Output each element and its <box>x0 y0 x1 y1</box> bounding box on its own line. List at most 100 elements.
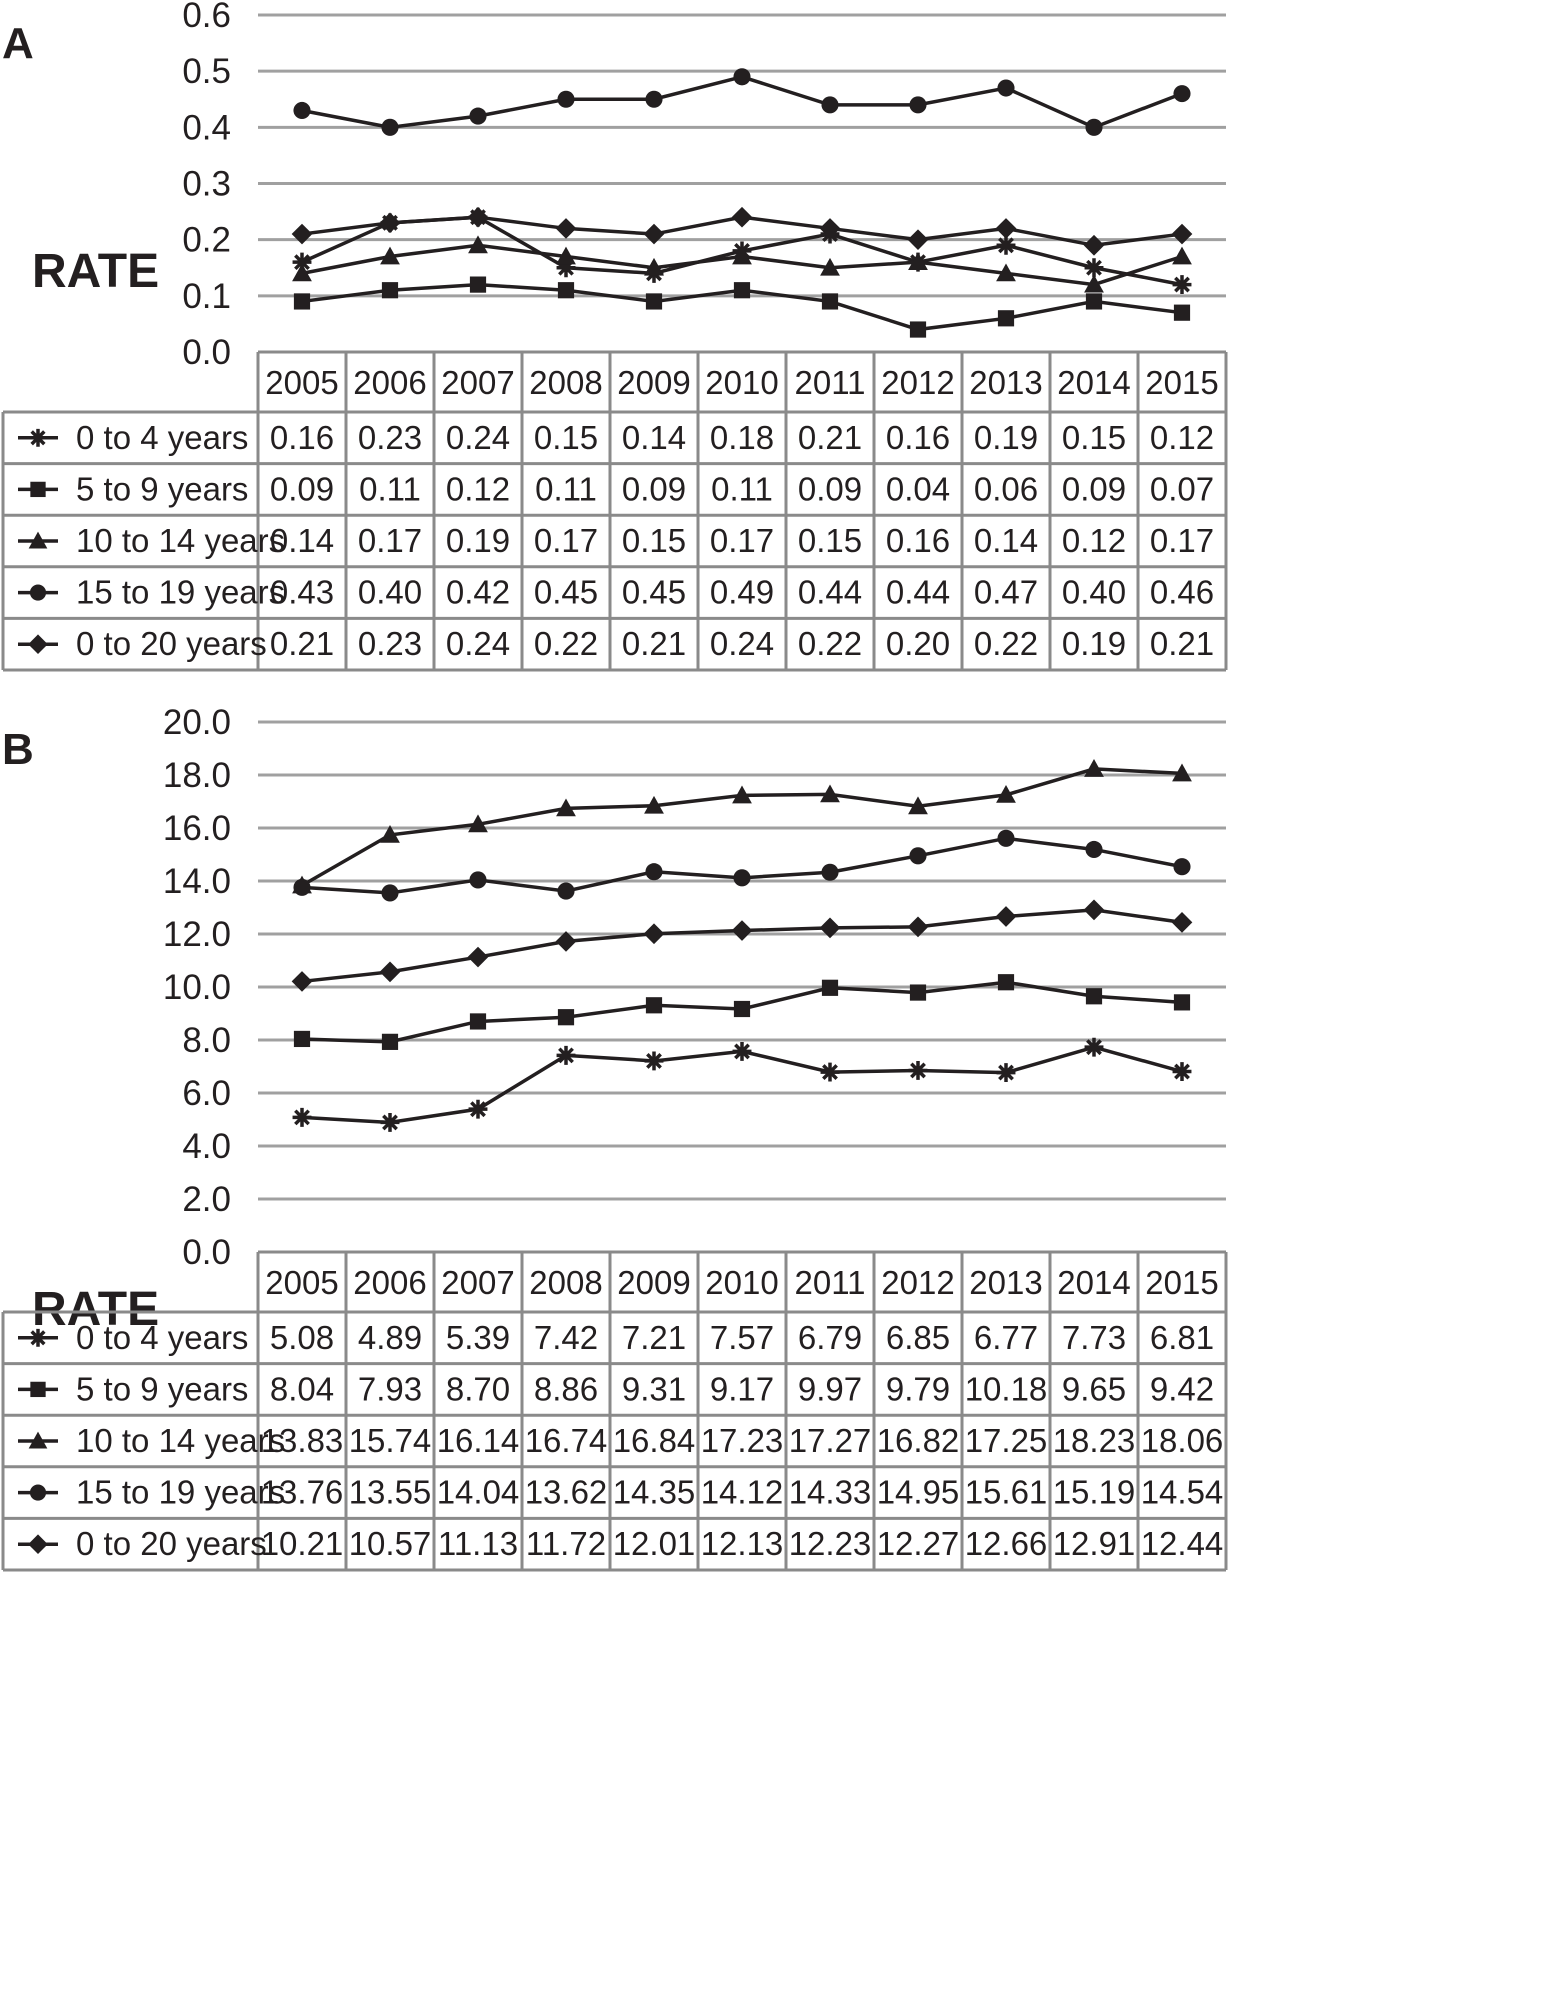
x-tick-label: 2014 <box>1057 364 1130 401</box>
legend-key-circle <box>29 584 47 601</box>
data-point-square <box>733 282 751 299</box>
data-label: 18.23 <box>1053 1422 1136 1459</box>
data-label: 13.83 <box>261 1422 344 1459</box>
data-point-circle <box>645 863 663 881</box>
data-label: 17.27 <box>789 1422 872 1459</box>
data-label: 5.39 <box>446 1319 510 1356</box>
data-label: 0.15 <box>798 522 862 559</box>
data-label: 9.97 <box>798 1370 862 1407</box>
data-label: 0.23 <box>358 419 422 456</box>
data-label: 6.77 <box>974 1319 1038 1356</box>
data-label: 14.04 <box>437 1474 520 1511</box>
data-label: 0.07 <box>1150 470 1214 507</box>
x-tick-label: 2010 <box>705 1264 778 1301</box>
data-label: 14.33 <box>789 1474 872 1511</box>
data-label: 0.19 <box>974 419 1038 456</box>
data-point-star <box>1084 258 1104 278</box>
data-label: 14.54 <box>1141 1474 1224 1511</box>
data-point-star <box>1172 275 1192 295</box>
y-axis-label: RATE <box>32 1283 159 1336</box>
x-tick-label: 2013 <box>969 364 1042 401</box>
data-table: 2005 2006 2007 2008 2009 2010 2011 2012 2013 2014… <box>1 350 1228 672</box>
data-label: 0.17 <box>534 522 598 559</box>
data-label: 10.18 <box>965 1370 1048 1407</box>
y-tick-label: 0.6 <box>182 0 231 35</box>
data-label: 0.45 <box>622 574 686 611</box>
x-tick-label: 2007 <box>441 364 514 401</box>
series-5-to-9-years <box>293 276 1191 338</box>
data-label: 0.16 <box>886 419 950 456</box>
data-point-triangle <box>996 263 1016 282</box>
legend-label: 10 to 14 years <box>76 1422 285 1459</box>
data-point-circle <box>821 96 839 114</box>
legend-label: 0 to 4 years <box>76 419 248 456</box>
y-tick-label: 2.0 <box>182 1180 231 1219</box>
legend-key-triangle <box>28 531 48 549</box>
y-axis-label: RATE <box>32 245 159 298</box>
data-label: 4.89 <box>358 1319 422 1356</box>
y-tick-label: 0.2 <box>182 221 231 260</box>
data-point-diamond <box>995 906 1017 927</box>
data-point-circle <box>645 90 663 108</box>
data-label: 17.23 <box>701 1422 784 1459</box>
data-point-square <box>1173 994 1191 1011</box>
data-label: 12.01 <box>613 1525 696 1562</box>
data-label: 12.23 <box>789 1525 872 1562</box>
y-tick-label: 0.4 <box>182 108 231 147</box>
data-label: 0.24 <box>446 625 510 662</box>
data-point-square <box>381 282 399 299</box>
legend-key-diamond <box>28 1534 48 1554</box>
data-label: 0.21 <box>1150 625 1214 662</box>
data-point-star <box>556 1045 576 1065</box>
data-point-star <box>732 1041 752 1061</box>
data-label: 0.24 <box>446 419 510 456</box>
data-label: 0.40 <box>358 574 422 611</box>
data-point-diamond <box>291 223 313 245</box>
data-label: 7.42 <box>534 1319 598 1356</box>
data-point-star <box>292 252 312 272</box>
data-label: 0.21 <box>798 419 862 456</box>
data-point-square <box>821 293 839 310</box>
x-tick-label: 2006 <box>353 364 426 401</box>
data-point-star <box>468 1099 488 1119</box>
data-label: 8.86 <box>534 1370 598 1407</box>
y-tick-label: 0.0 <box>182 1233 231 1272</box>
data-label: 8.04 <box>270 1370 334 1407</box>
y-tick-label: 16.0 <box>163 809 231 848</box>
data-point-square <box>469 276 487 293</box>
y-tick-label: 8.0 <box>182 1021 231 1060</box>
data-label: 6.79 <box>798 1319 862 1356</box>
data-label: 6.81 <box>1150 1319 1214 1356</box>
data-label: 5.08 <box>270 1319 334 1356</box>
data-label: 16.14 <box>437 1422 520 1459</box>
series-0-to-4-years <box>292 1037 1192 1132</box>
data-label: 10.21 <box>261 1525 344 1562</box>
data-label: 0.45 <box>534 574 598 611</box>
legend-label: 0 to 20 years <box>76 625 267 662</box>
x-tick-label: 2011 <box>795 364 866 401</box>
data-table: 2005 2006 2007 2008 2009 2010 2011 2012 2013 2014… <box>1 1250 1228 1572</box>
y-tick-label: 20.0 <box>163 703 231 742</box>
data-point-circle <box>469 871 487 889</box>
x-tick-label: 2005 <box>265 364 338 401</box>
data-label: 16.74 <box>525 1422 608 1459</box>
data-label: 0.40 <box>1062 574 1126 611</box>
data-point-diamond <box>1171 223 1193 245</box>
y-tick-label: 0.5 <box>182 52 231 91</box>
legend-label: 0 to 4 years <box>76 1319 248 1356</box>
data-label: 17.25 <box>965 1422 1048 1459</box>
data-label: 12.13 <box>701 1525 784 1562</box>
legend-key-square <box>30 1381 46 1398</box>
data-label: 15.74 <box>349 1422 432 1459</box>
data-label: 11.13 <box>438 1525 518 1562</box>
legend-key-triangle <box>28 1431 48 1449</box>
data-point-triangle <box>732 246 752 265</box>
data-label: 0.15 <box>534 419 598 456</box>
data-point-diamond <box>467 206 489 228</box>
panel-letter: B <box>2 725 34 774</box>
x-tick-label: 2013 <box>969 1264 1042 1301</box>
data-point-star <box>1172 1062 1192 1081</box>
data-label: 13.76 <box>261 1474 344 1511</box>
data-point-circle <box>821 863 839 881</box>
data-label: 9.65 <box>1062 1370 1126 1407</box>
